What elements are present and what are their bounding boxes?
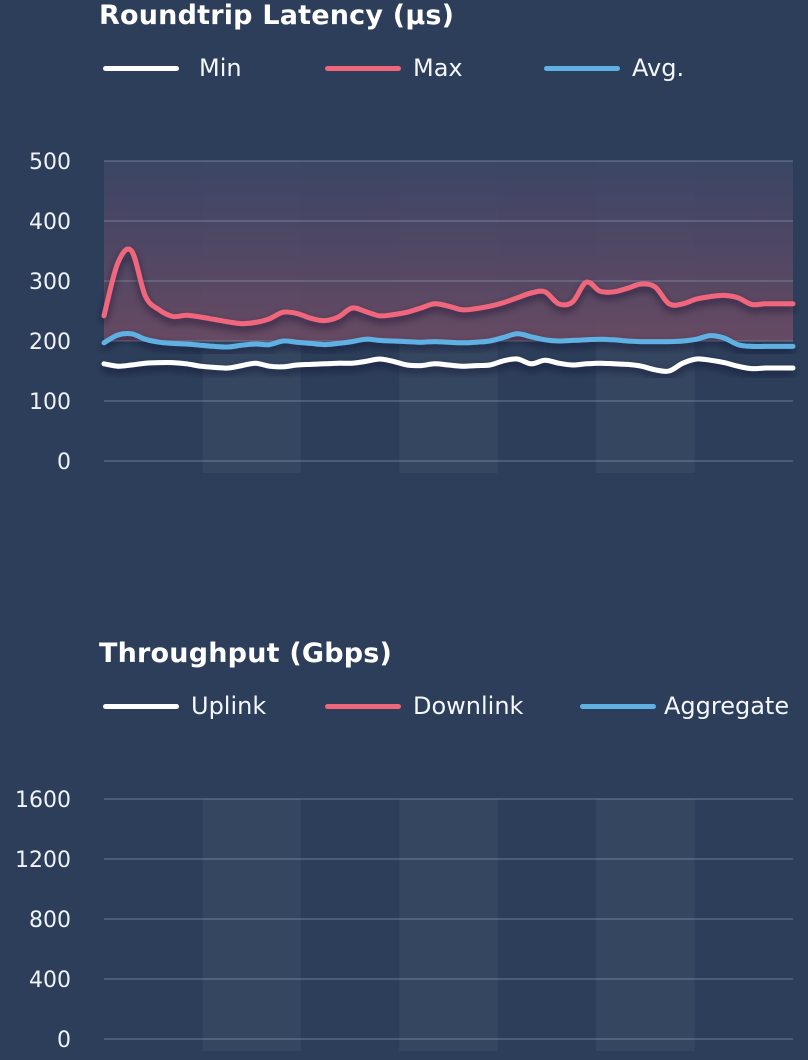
throughput-stripe xyxy=(596,799,695,1051)
throughput-stripe xyxy=(399,799,498,1051)
legend-label-uplink: Uplink xyxy=(191,692,267,720)
latency-y-tick-label: 400 xyxy=(29,210,71,235)
latency-series-min-line xyxy=(101,356,796,374)
legend-swatch-min xyxy=(103,65,179,71)
latency-series-max-line xyxy=(101,246,796,327)
throughput-y-tick-label: 400 xyxy=(29,968,71,993)
legend-label-aggregate: Aggregate xyxy=(664,692,790,720)
throughput-y-tick-label: 0 xyxy=(57,1028,71,1053)
latency-y-tick-label: 0 xyxy=(57,450,71,475)
throughput-y-tick-label: 1200 xyxy=(15,848,71,873)
latency-legend: Min Max Avg. xyxy=(0,54,808,94)
latency-y-tick-label: 200 xyxy=(29,330,71,355)
legend-item-downlink: Downlink xyxy=(325,692,523,720)
legend-swatch-aggregate xyxy=(580,703,656,709)
throughput-y-tick-label: 1600 xyxy=(15,788,71,813)
legend-item-min: Min xyxy=(103,54,242,82)
throughput-stripe xyxy=(202,799,301,1051)
legend-swatch-avg xyxy=(544,65,620,71)
latency-y-tick-label: 500 xyxy=(29,150,71,175)
legend-label-downlink: Downlink xyxy=(413,692,524,720)
legend-swatch-max xyxy=(325,65,401,71)
legend-swatch-downlink xyxy=(325,703,401,709)
throughput-chart: 0 400 800 1200 1600 xyxy=(15,788,795,1053)
legend-item-avg: Avg. xyxy=(544,54,684,82)
latency-y-tick-label: 300 xyxy=(29,270,71,295)
legend-label-min: Min xyxy=(199,54,242,82)
latency-series-avg-line xyxy=(101,330,796,350)
latency-y-tick-label: 100 xyxy=(29,390,71,415)
latency-shaded-band xyxy=(104,161,793,341)
latency-chart-title: Roundtrip Latency (µs) xyxy=(99,0,455,31)
legend-item-uplink: Uplink xyxy=(103,692,266,720)
legend-label-max: Max xyxy=(413,54,463,82)
legend-item-aggregate: Aggregate xyxy=(580,692,789,720)
legend-label-avg: Avg. xyxy=(632,54,685,82)
throughput-legend: Uplink Downlink Aggregate xyxy=(0,692,808,732)
legend-item-max: Max xyxy=(325,54,463,82)
latency-chart: 0 100 200 300 400 500 xyxy=(29,150,796,475)
throughput-chart-title: Throughput (Gbps) xyxy=(99,638,393,669)
legend-swatch-uplink xyxy=(103,703,179,709)
throughput-y-tick-label: 800 xyxy=(29,908,71,933)
